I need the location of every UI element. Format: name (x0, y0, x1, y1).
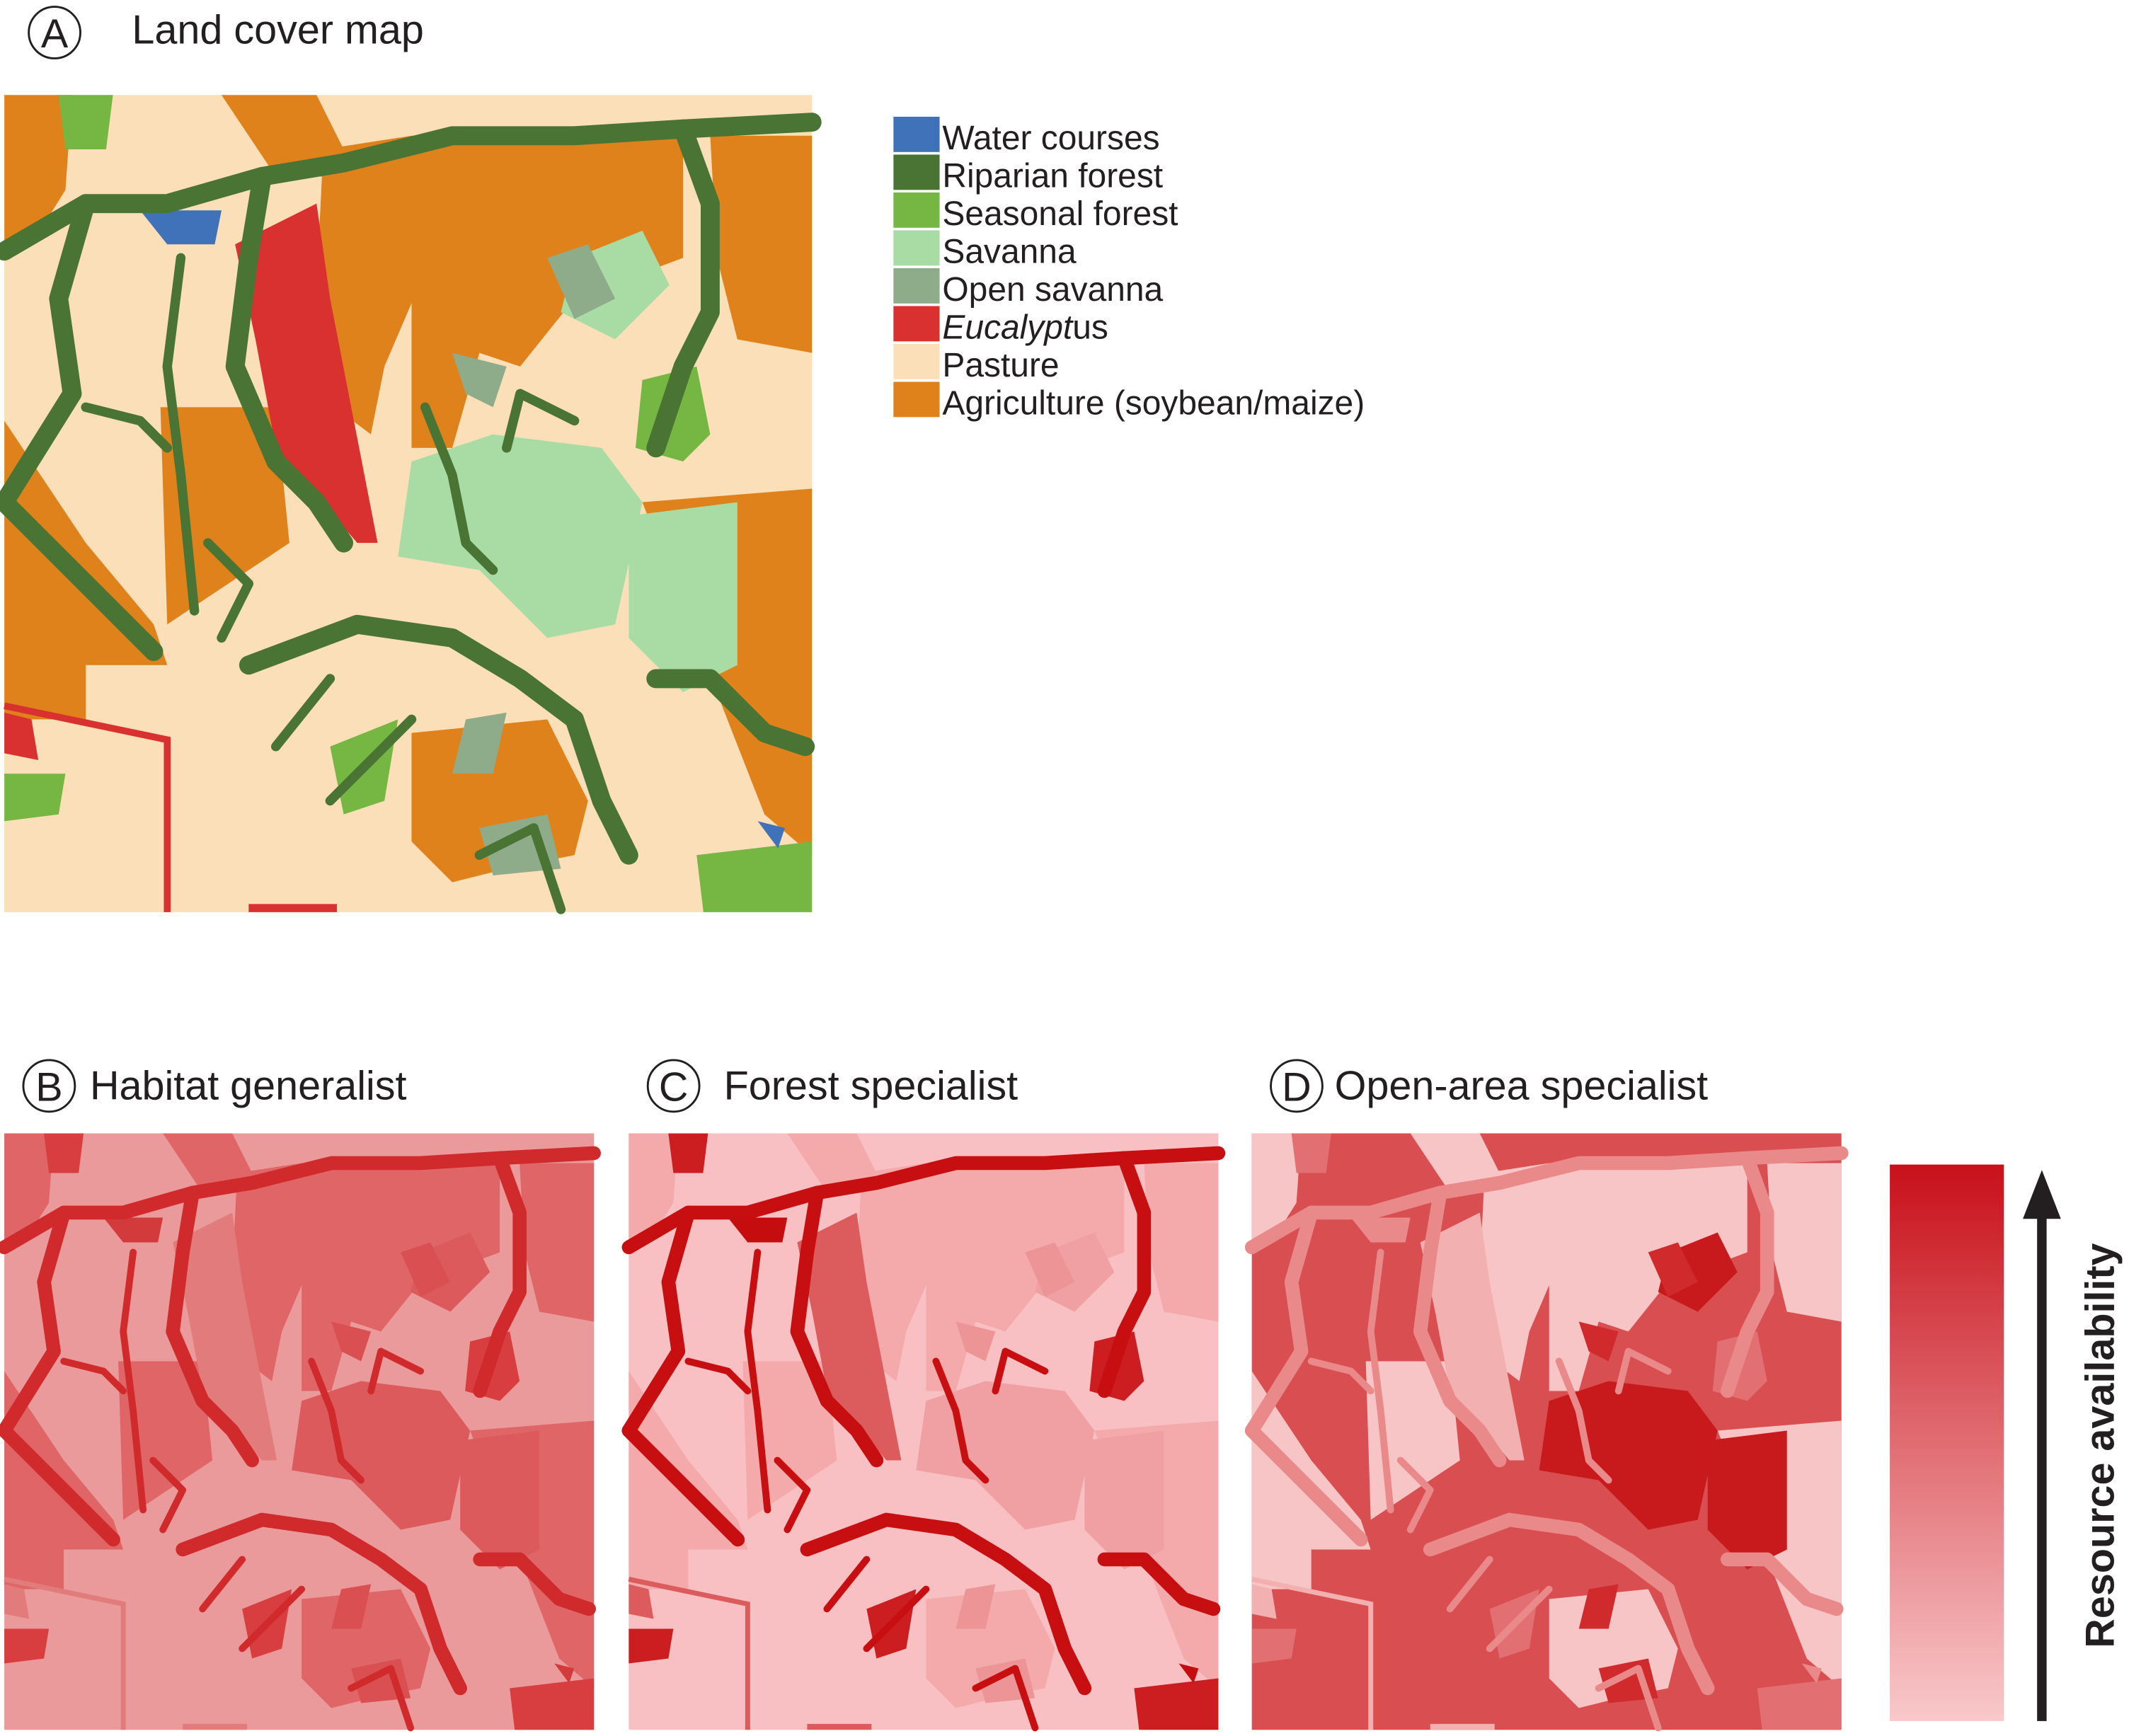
legend-swatch (893, 154, 940, 190)
legend-swatch (893, 268, 940, 304)
panel-letter: A (41, 11, 69, 57)
panel-badge (646, 1059, 701, 1113)
panel-title: Habitat generalist (90, 1064, 407, 1109)
legend-label: Eucalyptus (942, 309, 1108, 347)
land-cover-map (4, 95, 813, 912)
panel-letter: B (35, 1064, 62, 1110)
legend-label: Seasonal forest (942, 195, 1178, 233)
panel-d: D Open-area specialist (1251, 1059, 1842, 1730)
legend-label: Savanna (942, 233, 1077, 270)
colorbar-label: Resource availability (2078, 1243, 2123, 1648)
legend-label: Open savanna (942, 271, 1163, 309)
legend-label: Pasture (942, 347, 1059, 384)
panel-badge (22, 1059, 76, 1113)
legend-label-italic: Eucalypt (942, 309, 1074, 347)
legend-label: Riparian forest (942, 157, 1163, 195)
panel-badge (1270, 1059, 1324, 1113)
legend-swatch (893, 230, 940, 266)
legend-swatch (893, 116, 940, 152)
panel-letter: C (659, 1064, 689, 1110)
arrow-head (2023, 1170, 2061, 1219)
resource-map (1251, 1133, 1842, 1730)
panel-badge (28, 6, 81, 59)
legend-swatch (893, 381, 940, 418)
legend-label: Water courses (942, 120, 1159, 157)
panel-letter: D (1282, 1064, 1312, 1110)
legend-swatch (893, 306, 940, 342)
panel-c: C Forest specialist (629, 1059, 1219, 1730)
legend-label: Agriculture (soybean/maize) (942, 385, 1365, 422)
legend-swatch (893, 343, 940, 379)
colorbar-gradient (1890, 1164, 2004, 1721)
panel-title: Forest specialist (724, 1064, 1018, 1109)
colorbar: Resource availability (1890, 1164, 2123, 1721)
legend-label-rest: us (1072, 309, 1108, 347)
resource-map (4, 1133, 595, 1730)
resource-map (629, 1133, 1219, 1730)
panel-b: B Habitat generalist (4, 1059, 595, 1730)
panel-title: Open-area specialist (1335, 1064, 1709, 1109)
panel-title: Land cover map (132, 7, 423, 52)
legend-swatch (893, 192, 940, 228)
